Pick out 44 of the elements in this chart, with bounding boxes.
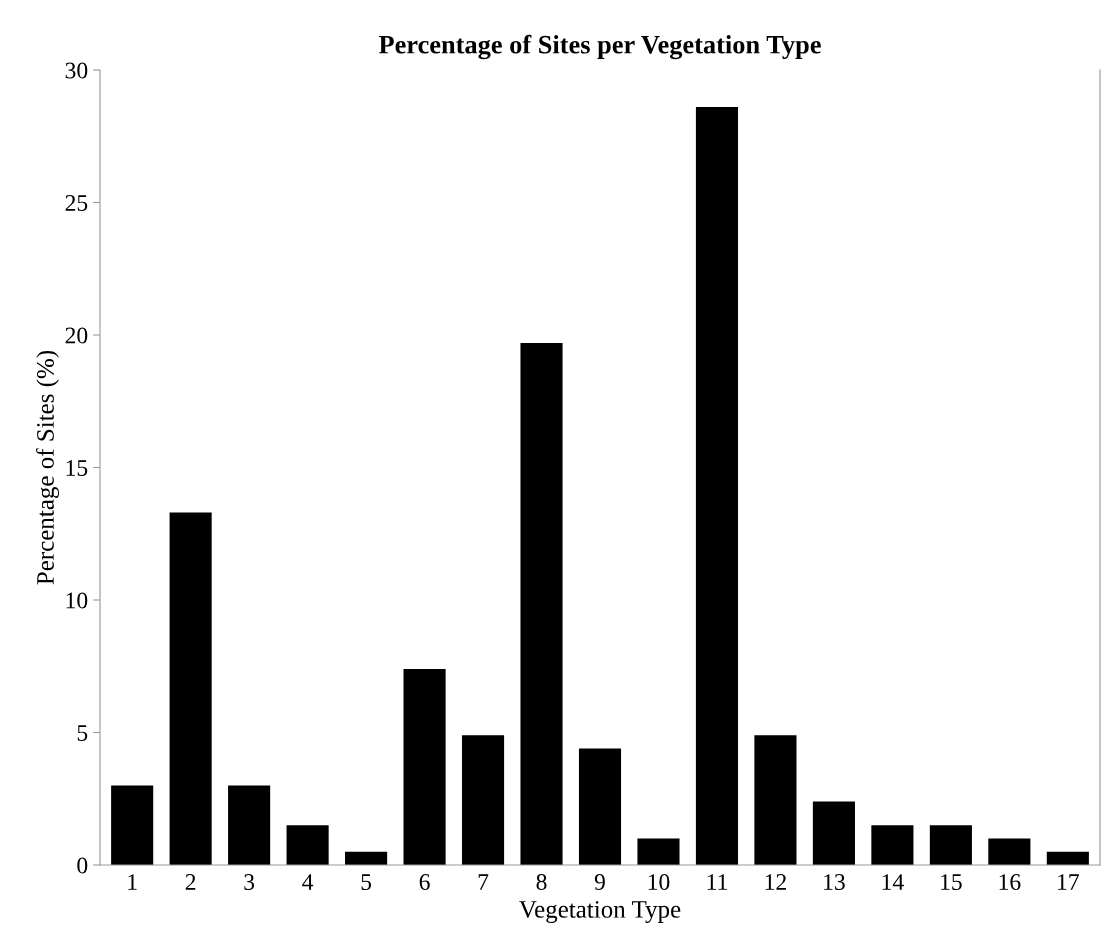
x-tick-label: 5 bbox=[361, 874, 372, 890]
x-tick-label: 10 bbox=[648, 874, 670, 890]
bar bbox=[754, 735, 797, 865]
x-axis-title: Vegetation Type bbox=[519, 901, 681, 923]
x-tick-label: 13 bbox=[824, 874, 845, 890]
y-tick-label: 10 bbox=[66, 592, 88, 609]
x-tick-label: 9 bbox=[594, 874, 605, 890]
bar bbox=[403, 668, 446, 865]
bar bbox=[461, 735, 505, 865]
y-tick-label: 30 bbox=[65, 62, 88, 79]
bar bbox=[228, 785, 271, 865]
bar bbox=[637, 838, 680, 865]
bar bbox=[578, 748, 622, 865]
bar bbox=[345, 851, 388, 865]
bar bbox=[111, 785, 154, 865]
bar bbox=[286, 825, 329, 865]
chart-title: Percentage of Sites per Vegetation Type bbox=[378, 34, 821, 60]
bar bbox=[812, 801, 855, 865]
x-tick-label: 6 bbox=[419, 874, 430, 890]
y-tick-label: 0 bbox=[77, 857, 88, 874]
x-tick-label: 7 bbox=[478, 874, 489, 890]
y-tick-label: 5 bbox=[77, 725, 88, 741]
y-tick-label: 20 bbox=[65, 327, 88, 344]
x-tick-label: 4 bbox=[302, 874, 314, 890]
y-axis-title: Percentage of Sites (%) bbox=[36, 350, 60, 585]
bar bbox=[988, 838, 1031, 865]
x-tick-label: 14 bbox=[882, 874, 904, 890]
y-tick-label: 25 bbox=[65, 195, 88, 211]
x-tick-label: 3 bbox=[244, 874, 255, 890]
x-tick-label: 1 bbox=[128, 874, 137, 890]
x-tick-label: 17 bbox=[1058, 874, 1079, 890]
bar bbox=[1046, 851, 1089, 865]
x-tick-label: 11 bbox=[707, 874, 727, 890]
x-tick-label: 12 bbox=[765, 874, 786, 890]
bar bbox=[871, 825, 914, 865]
x-tick-label: 2 bbox=[185, 874, 196, 890]
x-tick-label: 8 bbox=[536, 874, 547, 890]
bar bbox=[169, 512, 212, 865]
x-tick-label: 15 bbox=[941, 874, 962, 890]
x-tick-label: 16 bbox=[999, 874, 1021, 890]
bar bbox=[929, 825, 972, 865]
bar bbox=[520, 342, 563, 865]
bar bbox=[695, 107, 739, 865]
y-tick-label: 15 bbox=[66, 460, 88, 476]
